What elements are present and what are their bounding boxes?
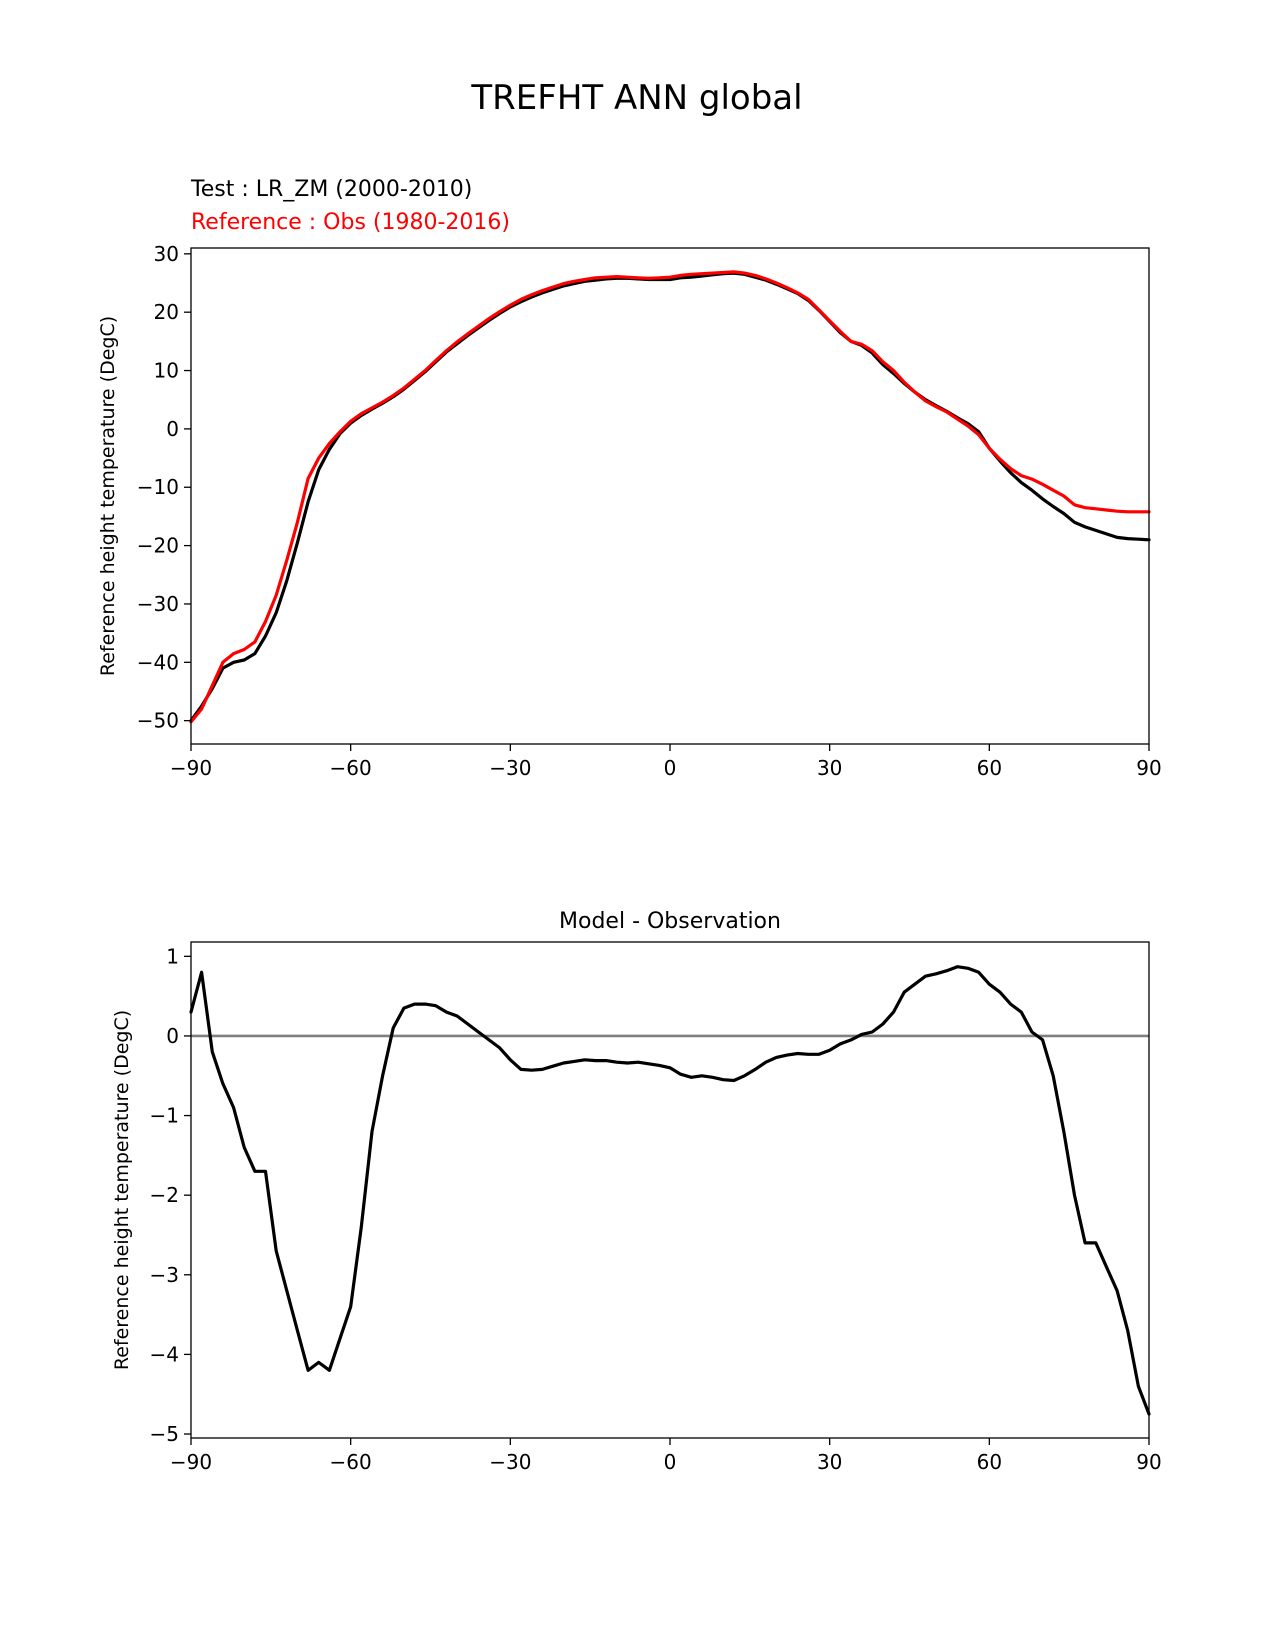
y-tick-label: 20: [154, 300, 179, 324]
x-tick-label: 90: [1136, 1450, 1161, 1474]
x-tick-label: 60: [977, 756, 1002, 780]
y-tick-label: −3: [150, 1263, 179, 1287]
y-tick-label: −1: [150, 1104, 179, 1128]
bottom-y-axis-label: Reference height temperature (DegC): [111, 1010, 133, 1370]
y-tick-label: 10: [154, 359, 179, 383]
difference-series-line: [189, 965, 1151, 1416]
top-panel: Test : LR_ZM (2000-2010) Reference : Obs…: [97, 177, 1162, 780]
y-tick-label: 0: [166, 417, 179, 441]
y-tick-label: −10: [137, 475, 179, 499]
reference-series-line: [189, 270, 1151, 724]
y-tick-label: 30: [154, 242, 179, 266]
y-tick-label: −40: [137, 650, 179, 674]
test-series-line: [189, 271, 1151, 723]
x-tick-label: 30: [817, 756, 842, 780]
bottom-panel: Model - Observation −90 −60 −30 0 30 60 90 −5−…: [111, 909, 1162, 1474]
y-tick-label: −2: [150, 1183, 179, 1207]
x-tick-label: −30: [489, 756, 531, 780]
x-tick-label: 60: [977, 1450, 1002, 1474]
test-title: Test : LR_ZM (2000-2010): [190, 177, 472, 202]
bottom-plot-area: [189, 965, 1151, 1416]
x-tick-label: −30: [489, 1450, 531, 1474]
top-y-axis-label: Reference height temperature (DegC): [97, 316, 119, 676]
x-tick-label: −60: [330, 756, 372, 780]
x-tick-label: −60: [330, 1450, 372, 1474]
top-x-axis: −90 −60 −30 0 30 60 90: [170, 744, 1162, 780]
top-axes-frame: [190, 247, 1150, 745]
x-tick-label: 30: [817, 1450, 842, 1474]
x-tick-label: 90: [1136, 756, 1161, 780]
y-tick-label: −50: [137, 709, 179, 733]
bottom-axes-frame: [190, 941, 1150, 1439]
figure-suptitle: TREFHT ANN global: [470, 78, 802, 118]
y-tick-label: −4: [150, 1342, 179, 1366]
x-tick-label: 0: [664, 756, 677, 780]
y-tick-label: −5: [150, 1422, 179, 1446]
reference-title: Reference : Obs (1980-2016): [191, 210, 510, 235]
top-y-axis: −50 −40 −30 −20 −10 0 10 20 30: [137, 242, 191, 733]
bottom-y-axis: −5 −4 −3 −2 −1 0 1: [150, 944, 191, 1446]
bottom-x-axis: −90 −60 −30 0 30 60 90: [170, 1438, 1162, 1474]
x-tick-label: −90: [170, 1450, 212, 1474]
y-tick-label: −30: [137, 592, 179, 616]
y-tick-label: 0: [166, 1024, 179, 1048]
x-tick-label: −90: [170, 756, 212, 780]
y-tick-label: −20: [137, 534, 179, 558]
bottom-title: Model - Observation: [559, 909, 781, 934]
top-plot-area: [189, 270, 1151, 724]
y-tick-label: 1: [166, 944, 179, 968]
x-tick-label: 0: [664, 1450, 677, 1474]
